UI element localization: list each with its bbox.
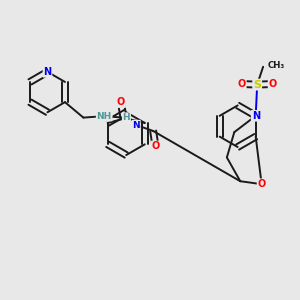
Text: O: O <box>268 79 277 89</box>
Text: N: N <box>132 121 140 130</box>
Text: O: O <box>152 141 160 152</box>
Text: N: N <box>44 67 52 77</box>
Text: O: O <box>257 179 266 189</box>
Text: O: O <box>238 79 246 89</box>
Text: N: N <box>252 111 260 121</box>
Text: O: O <box>117 97 125 107</box>
Text: NH: NH <box>97 112 112 121</box>
Text: S: S <box>253 80 261 90</box>
Text: H: H <box>123 113 130 122</box>
Text: CH₃: CH₃ <box>268 61 285 70</box>
